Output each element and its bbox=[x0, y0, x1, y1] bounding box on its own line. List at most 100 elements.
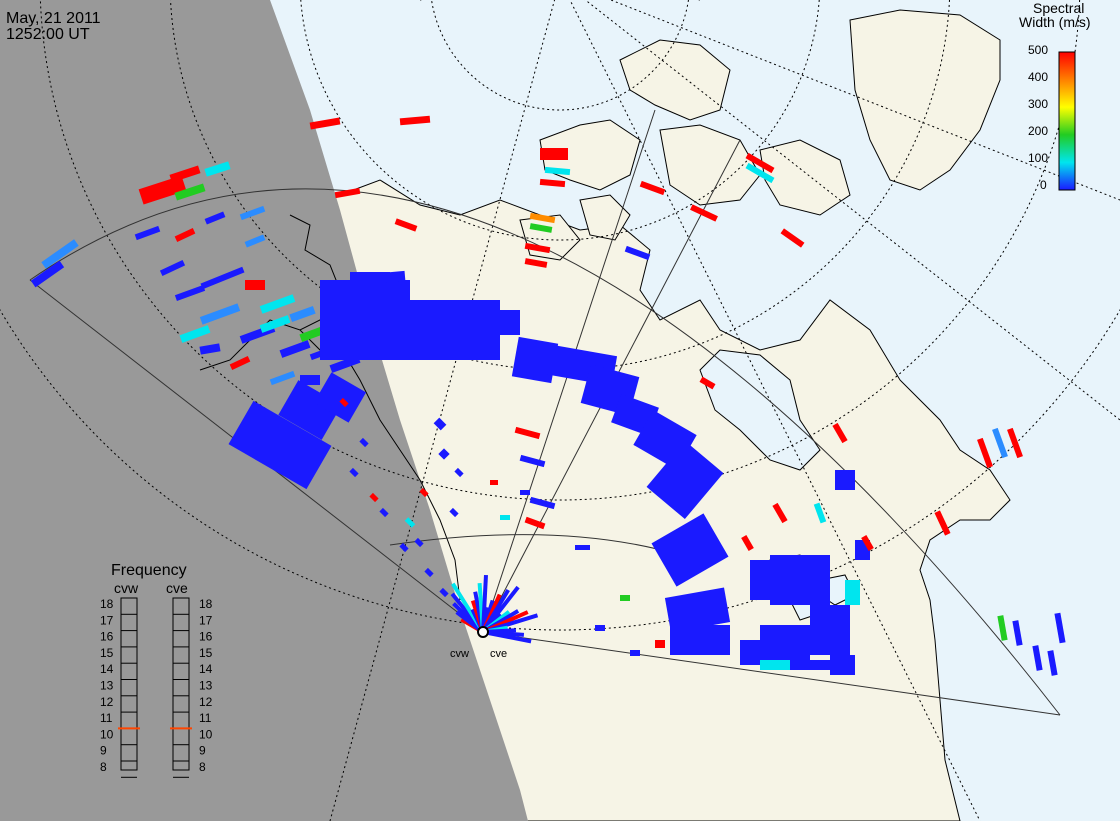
backscatter-cell bbox=[200, 266, 245, 290]
backscatter-cell bbox=[399, 542, 409, 553]
backscatter-cell bbox=[419, 487, 429, 498]
frequency-tick-right: 8 bbox=[199, 760, 206, 774]
backscatter-cell bbox=[790, 660, 830, 670]
backscatter-cell bbox=[1012, 620, 1023, 646]
backscatter-cell bbox=[313, 372, 367, 423]
backscatter-cell bbox=[624, 245, 651, 261]
backscatter-cell bbox=[520, 490, 530, 495]
backscatter-cell bbox=[134, 225, 161, 241]
frequency-tick-left: 11 bbox=[100, 711, 113, 725]
frequency-title: Frequency bbox=[111, 562, 187, 579]
backscatter-cell bbox=[199, 303, 241, 325]
frequency-tick-left: 14 bbox=[100, 662, 114, 676]
frequency-tick-left: 15 bbox=[100, 646, 114, 660]
backscatter-cell bbox=[138, 175, 187, 205]
colorbar-tick: 400 bbox=[1028, 70, 1048, 84]
near-range-cell bbox=[482, 630, 532, 644]
frequency-tick-right: 13 bbox=[199, 679, 213, 693]
backscatter-cell bbox=[651, 513, 729, 587]
backscatter-cell bbox=[299, 325, 326, 343]
backscatter-cell bbox=[334, 187, 361, 199]
backscatter-cell bbox=[646, 440, 724, 520]
frequency-tick-left: 17 bbox=[100, 613, 114, 627]
frequency-cvw-column bbox=[120, 597, 138, 771]
radar-field-of-view bbox=[29, 109, 1061, 716]
radar-label-cve: cve bbox=[490, 648, 507, 660]
colorbar-title-line2: Width (m/s) bbox=[1019, 14, 1091, 30]
backscatter-cell bbox=[514, 426, 541, 440]
backscatter-cell bbox=[490, 480, 498, 485]
frequency-tick-left: 8 bbox=[100, 760, 107, 774]
backscatter-cell bbox=[529, 496, 556, 510]
backscatter-cell bbox=[159, 259, 186, 277]
backscatter-cell bbox=[424, 567, 434, 578]
frequency-tick-right: 16 bbox=[199, 630, 213, 644]
backscatter-cell bbox=[524, 516, 546, 530]
backscatter-cell bbox=[524, 242, 551, 254]
frequency-panel: Frequency cvw cve 18 18 17 17 16 16 15 15 14 14 13… bbox=[100, 562, 213, 778]
backscatter-cell bbox=[204, 161, 231, 177]
backscatter-cell bbox=[780, 228, 805, 248]
backscatter-cell bbox=[997, 615, 1008, 641]
backscatter-cell bbox=[174, 183, 206, 201]
hudson-bay bbox=[699, 349, 821, 471]
backscatter-cell bbox=[278, 380, 342, 440]
backscatter-cell bbox=[245, 280, 265, 290]
frequency-tick-right: 14 bbox=[199, 662, 213, 676]
backscatter-cell bbox=[639, 180, 666, 196]
backscatter-cell bbox=[1054, 612, 1066, 644]
backscatter-cell bbox=[544, 166, 571, 176]
backscatter-cell bbox=[259, 315, 291, 333]
frequency-cve-header: cve bbox=[166, 580, 188, 596]
backscatter-cell bbox=[228, 400, 332, 490]
frequency-tick-right: 17 bbox=[199, 613, 213, 627]
backscatter-cell bbox=[480, 310, 520, 335]
backscatter-cell bbox=[699, 376, 716, 390]
backscatter-cell bbox=[379, 270, 406, 284]
frequency-tick-right: 15 bbox=[199, 646, 213, 660]
backscatter-cell bbox=[845, 580, 860, 605]
backscatter-cell bbox=[1047, 650, 1058, 676]
backscatter-cell bbox=[30, 260, 65, 288]
backscatter-cells bbox=[30, 115, 1066, 676]
backscatter-cell bbox=[369, 492, 379, 503]
backscatter-cell bbox=[670, 625, 730, 655]
backscatter-cell bbox=[540, 148, 568, 160]
colorbar-tick: 100 bbox=[1028, 151, 1048, 165]
backscatter-cell bbox=[575, 545, 590, 550]
backscatter-cell bbox=[830, 655, 855, 675]
date-label: May, 21 2011 bbox=[6, 10, 101, 27]
backscatter-cell bbox=[41, 239, 79, 269]
colorbar-tick: 0 bbox=[1040, 178, 1047, 192]
colorbar-title-line1: Spectral bbox=[1033, 0, 1084, 16]
frequency-grid: 18 18 17 17 16 16 15 15 14 14 13 13 12 12 11 11 10 10 9 9 8 8 bbox=[100, 597, 213, 778]
backscatter-cell bbox=[449, 507, 459, 518]
backscatter-cell bbox=[174, 228, 196, 242]
frequency-tick-right: 9 bbox=[199, 744, 206, 758]
time-label: 1252:00 UT bbox=[6, 26, 90, 43]
backscatter-cell bbox=[595, 625, 605, 631]
backscatter-cell bbox=[992, 427, 1008, 459]
backscatter-cell bbox=[439, 587, 449, 598]
backscatter-cell bbox=[309, 117, 341, 130]
backscatter-cell bbox=[244, 234, 266, 248]
frequency-tick-right: 10 bbox=[199, 727, 213, 741]
backscatter-cell bbox=[454, 467, 464, 478]
backscatter-cell bbox=[320, 280, 410, 360]
frequency-tick-left: 9 bbox=[100, 744, 107, 758]
backscatter-cell bbox=[741, 535, 754, 551]
backscatter-cell bbox=[394, 218, 418, 232]
backscatter-cell bbox=[655, 640, 665, 648]
backscatter-cell bbox=[934, 510, 951, 536]
backscatter-cell bbox=[745, 152, 775, 174]
frequency-tick-left: 13 bbox=[100, 679, 114, 693]
backscatter-cell bbox=[524, 258, 548, 268]
backscatter-cell bbox=[300, 375, 320, 385]
backscatter-cell bbox=[229, 356, 251, 370]
frequency-tick-left: 16 bbox=[100, 630, 114, 644]
backscatter-cell bbox=[770, 555, 830, 605]
backscatter-cell bbox=[349, 467, 359, 478]
backscatter-cell bbox=[772, 502, 788, 524]
